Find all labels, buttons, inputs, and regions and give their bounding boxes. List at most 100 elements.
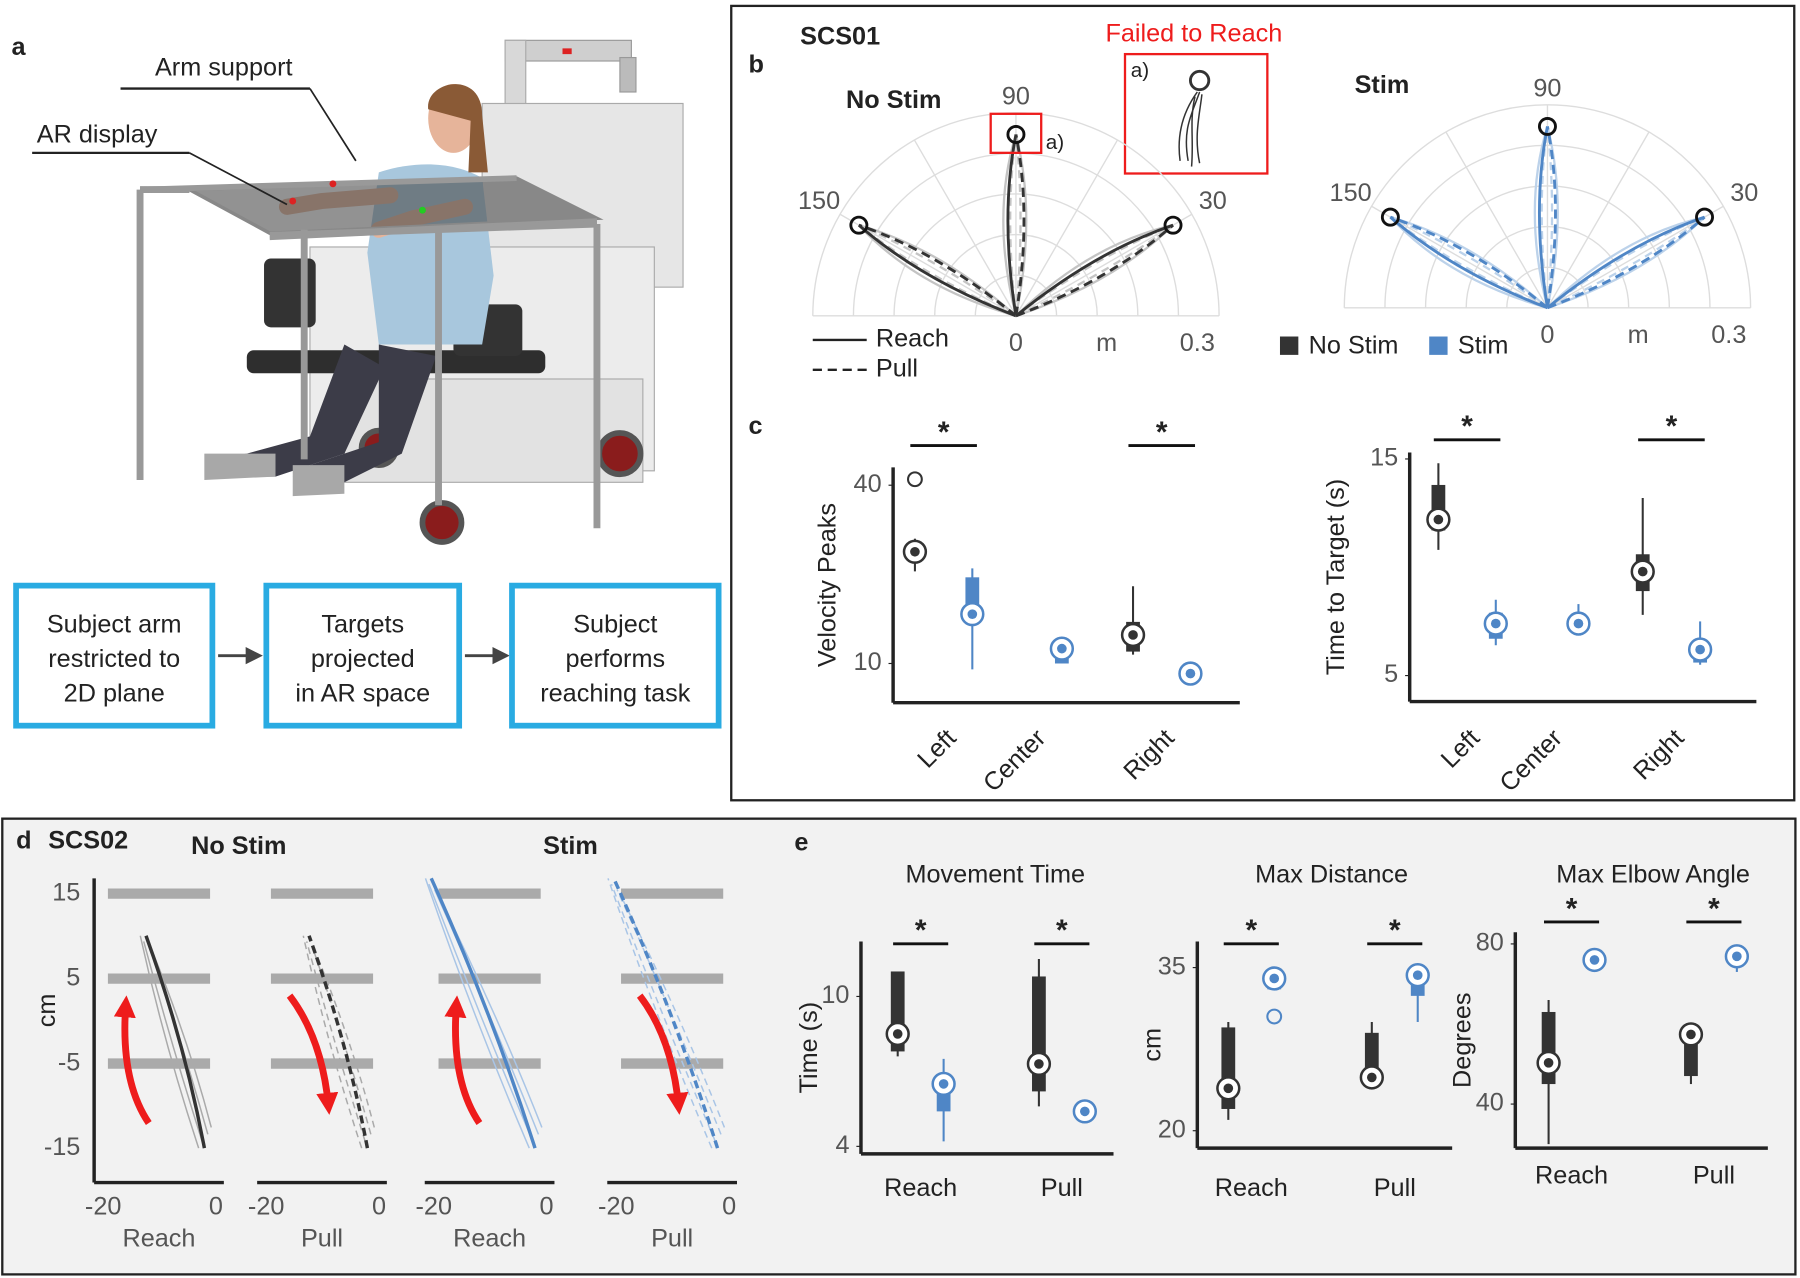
median-dot xyxy=(938,1079,949,1089)
trajectory xyxy=(302,935,363,1149)
flow-box xyxy=(13,582,216,729)
x-tick-label: Pull xyxy=(1693,1161,1735,1189)
flow-box xyxy=(509,582,722,729)
trajectory-plot: -20 0 Pull xyxy=(248,888,387,1253)
panel-label: d xyxy=(16,826,31,854)
box-chart: 10 4 Time (s) Movement Time Reach Pull * * xyxy=(795,861,1114,1202)
flow-text: restricted to xyxy=(48,645,180,673)
trajectory xyxy=(143,941,203,1142)
significance-label: * xyxy=(1389,914,1401,947)
x-tick-label: -20 xyxy=(248,1192,285,1220)
flow-text: reaching task xyxy=(540,679,691,707)
median-dot xyxy=(1686,1029,1696,1040)
legend-swatch xyxy=(1279,336,1299,355)
angle-label: 90 xyxy=(1533,74,1561,102)
y-tick-label: 35 xyxy=(1158,952,1186,980)
box-chart: 15 5 Time to Target (s) Left Center Right * * xyxy=(1322,410,1757,797)
y-axis-label: Velocity Peaks xyxy=(813,503,841,667)
y-tick-label: 80 xyxy=(1476,929,1504,957)
target-marker xyxy=(1380,207,1400,227)
trajectory xyxy=(1546,216,1706,310)
direction-arrow xyxy=(444,995,483,1126)
y-axis-label: Degrees xyxy=(1448,992,1476,1087)
legend-label: Reach xyxy=(876,325,949,353)
direction-arrow xyxy=(113,995,152,1126)
median-dot xyxy=(1128,630,1138,640)
inset-label: a) xyxy=(1046,131,1064,154)
trajectory xyxy=(610,883,716,1142)
panel-label: e xyxy=(794,829,808,857)
condition-title: Stim xyxy=(543,832,598,860)
y-tick-label: 4 xyxy=(835,1131,849,1159)
angle-label: 90 xyxy=(1002,82,1030,110)
direction-arrow xyxy=(286,993,339,1115)
angle-label: 150 xyxy=(1330,179,1372,207)
angle-label: 30 xyxy=(1730,179,1758,207)
x-tick-label: -20 xyxy=(85,1192,122,1220)
target-marker xyxy=(849,215,869,235)
x-axis-label: Pull xyxy=(651,1225,693,1253)
x-tick-label: Right xyxy=(1118,724,1179,785)
radial-tick-label: 0 xyxy=(1540,321,1554,349)
median-dot xyxy=(1057,643,1067,654)
trajectory-plot: -20 0 Reach xyxy=(85,888,224,1253)
median-dot xyxy=(892,1029,903,1039)
flow-text: Subject xyxy=(573,610,657,638)
x-tick-label: Left xyxy=(1436,724,1486,774)
y-tick-label: 20 xyxy=(1158,1115,1186,1143)
flow-text: Subject arm xyxy=(47,610,182,638)
median-dot xyxy=(1573,618,1584,629)
angle-label: 30 xyxy=(1199,187,1227,215)
significance-label: * xyxy=(915,914,927,947)
x-tick-label: 0 xyxy=(372,1192,386,1220)
box xyxy=(965,577,980,611)
trajectory xyxy=(1002,134,1018,317)
median-dot xyxy=(1433,514,1444,525)
target-marker xyxy=(1163,215,1183,235)
y-tick-label: -15 xyxy=(44,1133,80,1161)
median-dot xyxy=(1366,1072,1377,1083)
median-dot xyxy=(1412,970,1423,981)
median-dot xyxy=(1080,1106,1090,1117)
trajectory xyxy=(306,941,366,1142)
y-tick-label: 15 xyxy=(52,878,80,906)
polar-ray xyxy=(1546,131,1650,309)
subject-label: SCS01 xyxy=(800,23,880,51)
median-dot xyxy=(1269,973,1280,984)
polar-ray xyxy=(839,213,1017,317)
legend-label: Pull xyxy=(876,354,918,382)
x-tick-label: Left xyxy=(912,724,962,774)
median-dot xyxy=(1695,644,1705,655)
polar-ray xyxy=(1015,213,1193,317)
chart-title: Max Elbow Angle xyxy=(1556,861,1750,889)
trajectory xyxy=(1006,134,1018,317)
highlight-box xyxy=(989,112,1043,154)
significance-label: * xyxy=(1461,410,1473,443)
significance-label: * xyxy=(1566,892,1578,925)
subject-label: SCS02 xyxy=(48,826,128,854)
x-tick-label: -20 xyxy=(598,1192,634,1220)
callout-label: Arm support xyxy=(155,54,293,82)
x-tick-label: Right xyxy=(1628,724,1689,785)
significance-label: * xyxy=(938,416,950,449)
x-tick-label: 0 xyxy=(540,1192,554,1220)
polar-ray xyxy=(1445,131,1549,309)
median-dot xyxy=(1637,566,1648,577)
y-tick-label: 10 xyxy=(854,648,882,676)
trajectory xyxy=(857,224,1017,318)
angle-label: 150 xyxy=(798,187,840,215)
radial-tick-label: 0.3 xyxy=(1180,329,1215,357)
setup-illustration xyxy=(32,39,684,545)
panel-label: a xyxy=(11,33,26,61)
panel-label: b xyxy=(748,50,763,78)
trajectory xyxy=(858,224,1017,317)
box xyxy=(1364,1032,1379,1077)
y-tick-label: 5 xyxy=(66,963,80,991)
y-tick-label: 5 xyxy=(1384,660,1398,688)
legend-label: No Stim xyxy=(1309,332,1399,360)
x-tick-label: Reach xyxy=(884,1174,957,1202)
x-tick-label: Center xyxy=(978,724,1051,797)
polar-plot: Stim 90 150 30 0 0.3 m xyxy=(1330,71,1759,349)
x-tick-label: Pull xyxy=(1041,1174,1083,1202)
y-tick-label: 40 xyxy=(854,470,882,498)
